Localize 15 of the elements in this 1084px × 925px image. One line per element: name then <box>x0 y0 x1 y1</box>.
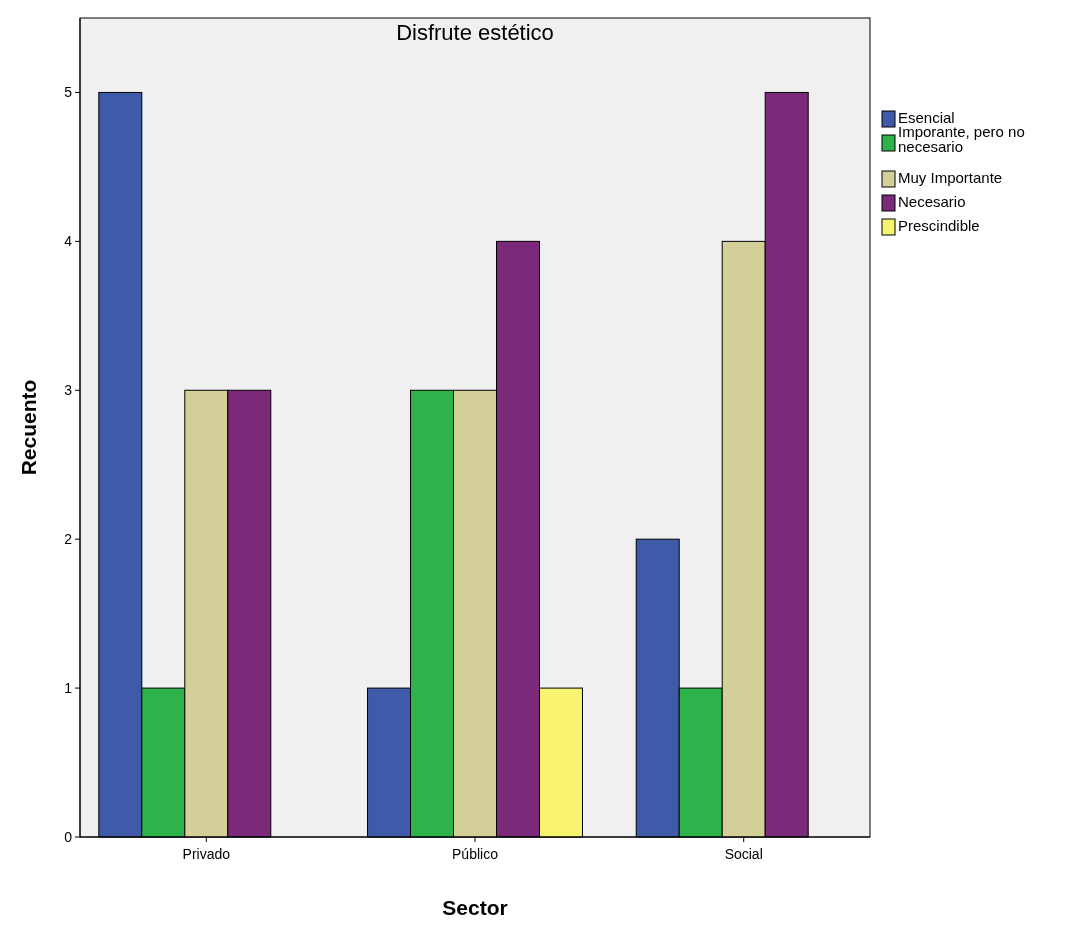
y-axis-title: Recuento <box>17 379 40 476</box>
x-tick-label: Público <box>452 846 499 862</box>
legend-label: Muy Importante <box>898 169 1003 187</box>
x-axis-title: Sector <box>442 896 508 919</box>
legend-label: Prescindible <box>898 217 980 235</box>
y-tick-label: 4 <box>64 233 73 250</box>
y-tick-label: 0 <box>64 828 73 845</box>
y-tick-label: 2 <box>64 531 73 548</box>
y-tick-label: 1 <box>64 679 73 696</box>
chart-title: Disfrute estético <box>396 20 554 45</box>
y-tick-label: 5 <box>64 84 73 101</box>
legend-label: Necesario <box>898 193 966 211</box>
y-tick-label: 3 <box>64 382 73 399</box>
x-tick-label: Social <box>724 846 763 862</box>
x-tick-label: Privado <box>182 846 231 862</box>
